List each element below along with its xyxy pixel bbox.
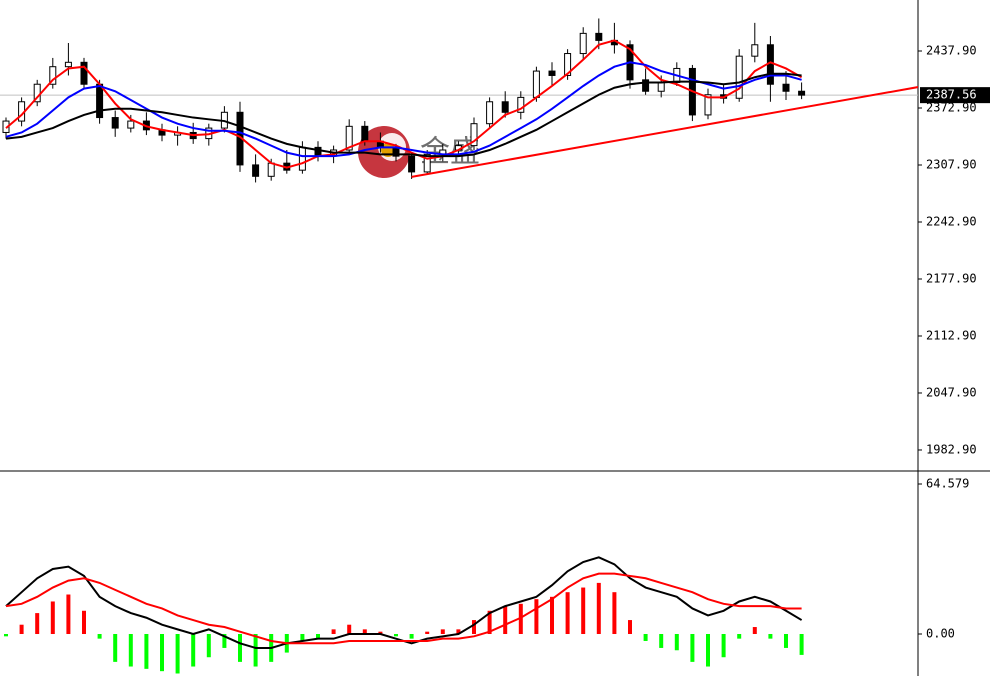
candle-body [704, 94, 712, 116]
histogram-bar [503, 606, 508, 635]
histogram-bar [690, 634, 695, 662]
histogram-bar [394, 634, 398, 637]
y-tick-label: 2242.90 [926, 214, 977, 228]
histogram-bar [35, 613, 40, 635]
histogram-bar [113, 634, 118, 662]
y-tick-label: 2372.90 [926, 100, 977, 114]
candle-body [252, 164, 260, 177]
candle-body [345, 125, 353, 151]
histogram-bar [253, 634, 258, 667]
indicator-line [5, 556, 803, 649]
histogram-bar [160, 634, 164, 672]
histogram-bar [316, 634, 320, 639]
histogram-bar [737, 634, 742, 639]
candle-body [564, 53, 572, 76]
histogram-bar [175, 634, 180, 674]
histogram-bar [706, 634, 710, 667]
histogram-bar [378, 631, 383, 635]
candle-body [486, 101, 494, 125]
y-tick-label: 2112.90 [926, 328, 977, 342]
histogram-bar [425, 631, 430, 635]
candle-body [423, 153, 431, 173]
candle-body [49, 66, 57, 85]
histogram-bar [721, 634, 726, 658]
candle-body [64, 61, 72, 68]
candle-body [408, 155, 416, 173]
candle-body [735, 55, 743, 99]
candle-body [298, 146, 306, 171]
y-tick-label: 1982.90 [926, 442, 977, 456]
histogram-bar [300, 634, 305, 641]
histogram-bar [222, 634, 227, 648]
indicator-line [5, 572, 802, 645]
histogram-bar [82, 610, 86, 635]
histogram-bar [534, 599, 539, 635]
histogram-bar [487, 610, 492, 635]
y-tick-label: 2437.90 [926, 43, 977, 57]
histogram-bar [596, 582, 601, 635]
histogram-bar [472, 620, 476, 635]
histogram-bar [97, 634, 102, 639]
histogram-bar [643, 634, 648, 641]
y-tick-label: 64.579 [926, 476, 969, 490]
histogram-bar [565, 592, 570, 635]
candle-body [470, 123, 478, 147]
candle-body [548, 70, 556, 76]
histogram-bar [752, 627, 757, 635]
histogram-bar [206, 634, 211, 658]
candle-body [501, 101, 509, 113]
histogram-bar [440, 629, 445, 635]
y-tick-label: 0.00 [926, 627, 955, 641]
histogram-bar [362, 629, 367, 635]
histogram-bar [550, 596, 554, 635]
histogram-bar [238, 634, 242, 662]
candle-body [361, 125, 369, 142]
histogram-bar [331, 629, 336, 635]
histogram-bar [50, 601, 55, 635]
y-tick-label: 2047.90 [926, 385, 977, 399]
y-tick-label: 2177.90 [926, 271, 977, 285]
indicator-line [5, 72, 802, 158]
histogram-bar [19, 624, 24, 635]
histogram-bar [628, 620, 632, 635]
histogram-bar [612, 592, 617, 635]
histogram-bar [518, 603, 523, 635]
histogram-bar [784, 634, 788, 648]
candle-body [517, 96, 525, 113]
candle-body [80, 61, 88, 85]
candle-body [111, 117, 119, 129]
histogram-bar [456, 629, 461, 635]
indicator-line [5, 61, 802, 158]
histogram-bar [347, 624, 352, 635]
histogram-bar [128, 634, 133, 667]
histogram-bar [659, 634, 664, 648]
candle-body [96, 83, 104, 119]
candle-body [267, 162, 275, 177]
candle-body [642, 79, 650, 92]
histogram-bar [4, 634, 8, 637]
histogram-bar [674, 634, 679, 651]
candle-body [579, 32, 587, 55]
candle-body [782, 83, 790, 92]
last-price-label: 2387.56 [926, 88, 977, 102]
histogram-bar [581, 587, 586, 635]
y-tick-label: 2307.90 [926, 157, 977, 171]
histogram-bar [799, 634, 804, 655]
candle-body [127, 120, 135, 129]
trendline [411, 86, 918, 178]
candle-body [798, 90, 806, 96]
candle-body [595, 32, 603, 41]
histogram-bar [768, 634, 773, 639]
histogram-bar [144, 634, 149, 669]
last-price-box [920, 87, 990, 104]
candle-body [532, 70, 540, 98]
candle-body [751, 44, 759, 57]
candle-body [657, 81, 665, 92]
histogram-bar [191, 634, 196, 667]
histogram-bar [66, 594, 71, 635]
histogram-bar [409, 634, 414, 639]
